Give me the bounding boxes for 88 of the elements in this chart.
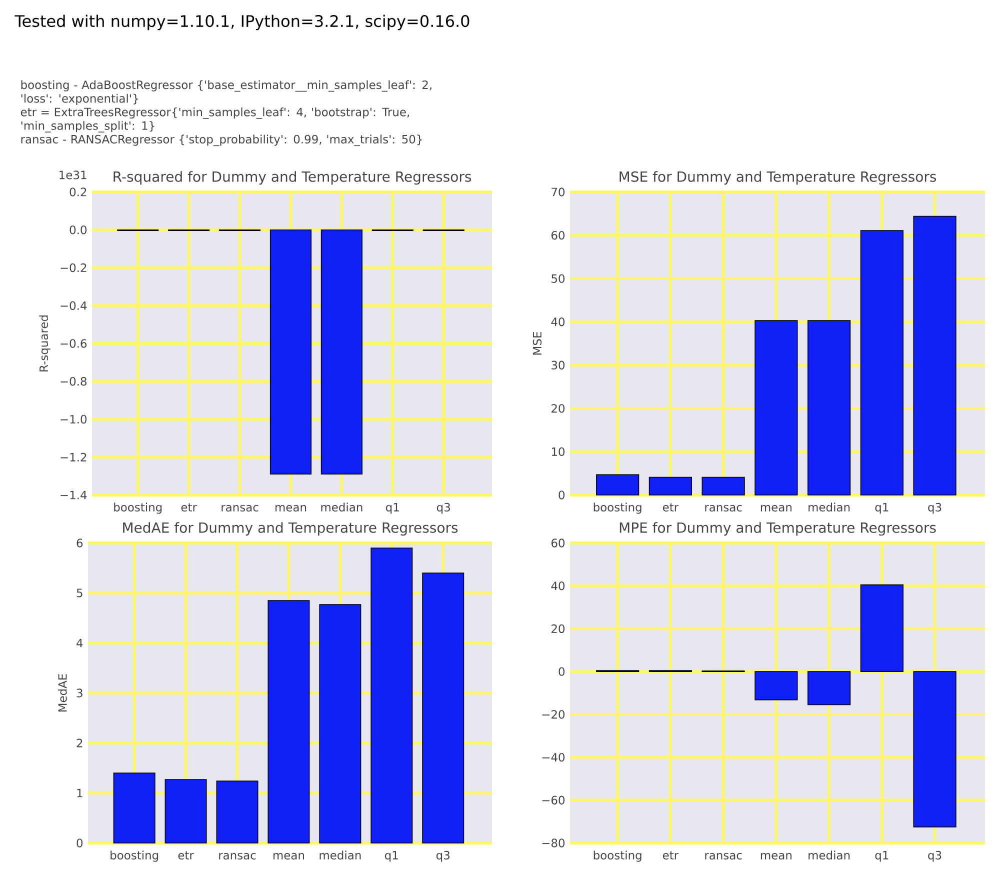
x-tick-label: etr bbox=[178, 851, 194, 860]
x-tick-label: q3 bbox=[928, 850, 942, 862]
x-tick-label: median bbox=[320, 850, 361, 860]
bar bbox=[808, 320, 851, 496]
y-tick-label: −20 bbox=[542, 710, 565, 719]
chart-title: R-squared for Dummy and Temperature Regressors bbox=[114, 171, 472, 185]
bar bbox=[860, 230, 904, 496]
x-tick-label: mean bbox=[760, 504, 792, 512]
x-tick-label: q1 bbox=[875, 851, 888, 862]
bar bbox=[860, 584, 904, 672]
y-tick-label: 4 bbox=[76, 638, 83, 648]
y-tick-label: −1.2 bbox=[60, 452, 86, 462]
bar bbox=[319, 604, 362, 844]
text: Tested with numpy=1.10.1, IPython=3.2.1, scipy=0.16.0 bbox=[14, 14, 470, 30]
y-tick-label: 20 bbox=[552, 404, 565, 413]
y-axis-title: MSE bbox=[532, 332, 542, 355]
y-tick-label: 10 bbox=[552, 447, 565, 456]
x-tick-label: etr bbox=[662, 503, 679, 512]
x-tick-label: mean bbox=[274, 852, 304, 860]
bar bbox=[754, 320, 798, 496]
y-tick-label: −60 bbox=[542, 796, 565, 804]
y-tick-label: 5 bbox=[76, 588, 82, 598]
y-tick-label: −40 bbox=[542, 752, 565, 762]
bar bbox=[913, 216, 956, 496]
y-tick-label: 70 bbox=[552, 188, 565, 196]
text: ransac - RANSACRegressor {'stop_probability': 0.99, 'max_trials': 50} bbox=[21, 134, 422, 146]
y-tick-label: −80 bbox=[542, 838, 565, 848]
y-tick-label: 60 bbox=[552, 538, 565, 548]
chart-title: MedAE for Dummy and Temperature Regressors bbox=[123, 522, 458, 536]
x-tick-label: ransac bbox=[705, 504, 742, 512]
y-axis-title: MedAE bbox=[58, 674, 67, 712]
y-tick-label: 20 bbox=[552, 624, 565, 634]
chart-title: MPE for Dummy and Temperature Regressors bbox=[620, 522, 936, 536]
y-tick-label: −0.4 bbox=[60, 301, 87, 310]
x-tick-label: median bbox=[808, 850, 850, 860]
y-tick-label: 0 bbox=[558, 667, 565, 676]
x-tick-label: boosting bbox=[114, 502, 162, 514]
y-tick-label: 6 bbox=[76, 538, 83, 548]
y-tick-label: 40 bbox=[551, 318, 565, 326]
x-tick-label: boosting bbox=[594, 850, 642, 862]
y-tick-label: 3 bbox=[76, 688, 82, 698]
x-tick-label: q3 bbox=[928, 502, 942, 514]
y-tick-label: 0.2 bbox=[70, 188, 86, 196]
y-tick-label: 0 bbox=[76, 838, 83, 848]
y-tick-label: 1 bbox=[77, 788, 82, 798]
bar bbox=[648, 476, 692, 496]
y-axis-title: R-squared bbox=[39, 316, 50, 372]
x-tick-label: boosting bbox=[594, 502, 642, 514]
x-tick-label: mean bbox=[760, 852, 792, 860]
bar bbox=[164, 779, 207, 844]
y-tick-label: 50 bbox=[552, 274, 565, 283]
x-tick-label: q1 bbox=[384, 851, 398, 862]
y-tick-label: −1.4 bbox=[60, 490, 87, 500]
bar bbox=[913, 671, 956, 828]
y-tick-label: 0 bbox=[558, 490, 565, 500]
x-tick-label: etr bbox=[662, 851, 679, 860]
text: 1e31 bbox=[60, 170, 86, 180]
bar bbox=[216, 780, 258, 844]
y-tick-label: 2 bbox=[76, 738, 82, 748]
y-tick-label: −0.2 bbox=[60, 263, 86, 272]
x-tick-label: q1 bbox=[386, 503, 399, 514]
chart-title: MSE for Dummy and Temperature Regressors bbox=[620, 171, 936, 185]
bar bbox=[596, 474, 640, 496]
y-tick-label: −0.8 bbox=[60, 377, 87, 386]
y-tick-label: −1.0 bbox=[60, 414, 87, 424]
x-tick-label: q1 bbox=[875, 503, 888, 514]
y-tick-label: 40 bbox=[551, 582, 565, 590]
bar bbox=[113, 772, 156, 844]
y-tick-label: 60 bbox=[552, 230, 565, 240]
y-tick-label: 30 bbox=[552, 360, 565, 370]
bar bbox=[702, 476, 745, 496]
y-tick-label: −0.6 bbox=[60, 339, 87, 348]
bar bbox=[808, 671, 851, 706]
x-tick-label: q3 bbox=[436, 502, 450, 514]
x-tick-label: boosting bbox=[110, 850, 158, 862]
bar bbox=[422, 572, 464, 844]
x-tick-label: median bbox=[321, 502, 362, 512]
bar bbox=[268, 600, 310, 844]
x-tick-label: ransac bbox=[219, 852, 256, 860]
x-tick-label: mean bbox=[276, 504, 306, 512]
x-tick-label: etr bbox=[181, 503, 197, 512]
x-tick-label: median bbox=[808, 502, 850, 512]
x-tick-label: q3 bbox=[436, 850, 450, 862]
bar bbox=[754, 671, 798, 700]
bar bbox=[370, 548, 413, 844]
y-tick-label: 0.0 bbox=[70, 226, 87, 234]
x-tick-label: ransac bbox=[222, 504, 258, 512]
x-tick-label: ransac bbox=[705, 852, 742, 860]
